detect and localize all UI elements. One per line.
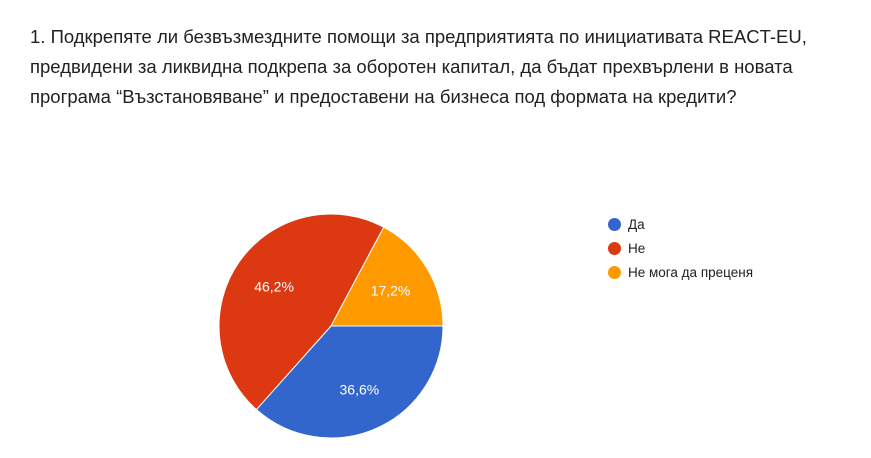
legend-label: Не мога да преценя <box>628 264 754 280</box>
legend-item-ne-moga: Не мога да преценя <box>608 260 753 284</box>
pie-slice-ne-moga <box>330 226 444 327</box>
legend-item-da: Да <box>608 212 753 236</box>
legend-label: Да <box>628 216 645 232</box>
legend-label: Не <box>628 240 646 256</box>
legend-swatch <box>608 241 621 255</box>
chart-legend: Да Не Не мога да преценя <box>608 212 753 284</box>
legend-swatch <box>608 217 621 231</box>
legend-swatch <box>608 265 621 279</box>
slice-label-ne-moga: 17,2% <box>371 282 411 298</box>
question-title: 1. Подкрепяте ли безвъзмездните помощи з… <box>30 26 807 107</box>
legend-item-ne: Не <box>608 236 753 260</box>
pie-slice-da <box>255 325 444 439</box>
pie-slice-ne <box>218 213 385 411</box>
slice-label-da: 36,6% <box>340 381 380 397</box>
slice-label-ne: 46,2% <box>254 278 294 294</box>
